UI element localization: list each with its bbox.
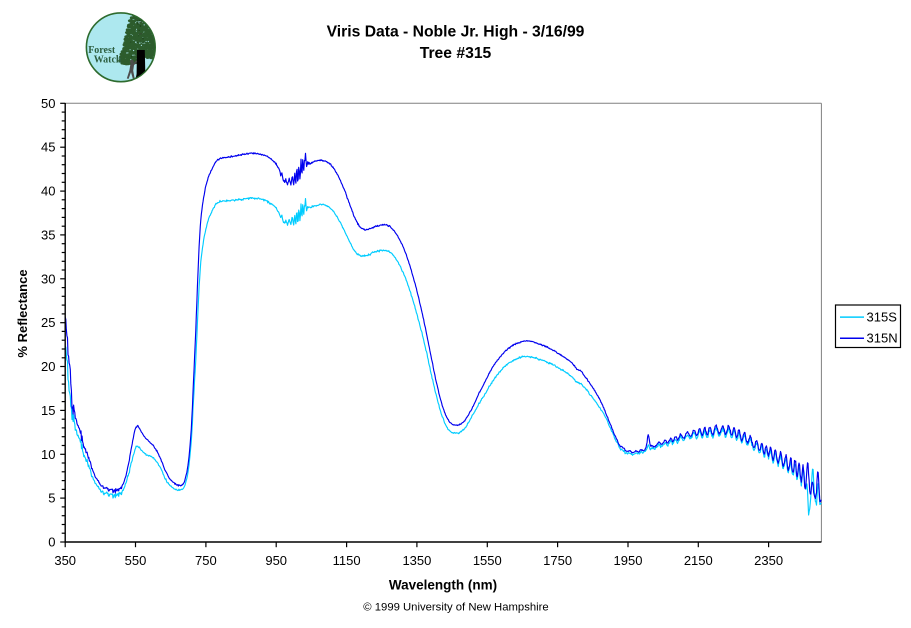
svg-text:1750: 1750	[543, 553, 572, 568]
svg-text:315S: 315S	[867, 310, 898, 325]
svg-text:Tree #315: Tree #315	[420, 45, 492, 62]
svg-text:15: 15	[41, 403, 55, 418]
svg-text:Watch: Watch	[94, 55, 122, 66]
svg-text:% Reflectance: % Reflectance	[15, 269, 30, 357]
svg-text:750: 750	[195, 553, 217, 568]
svg-text:1150: 1150	[333, 553, 361, 568]
svg-text:10: 10	[41, 447, 55, 462]
svg-text:© 1999 University of New Hamps: © 1999 University of New Hampshire	[363, 602, 548, 614]
svg-text:2350: 2350	[754, 553, 783, 568]
svg-text:1950: 1950	[614, 553, 643, 568]
svg-text:20: 20	[41, 359, 55, 374]
svg-text:550: 550	[125, 553, 147, 568]
svg-text:Wavelength (nm): Wavelength (nm)	[389, 578, 497, 593]
svg-text:2150: 2150	[684, 553, 713, 568]
svg-text:1350: 1350	[402, 553, 431, 568]
svg-text:0: 0	[48, 535, 55, 550]
svg-text:1550: 1550	[473, 553, 502, 568]
svg-text:30: 30	[41, 271, 55, 286]
svg-text:25: 25	[41, 315, 55, 330]
svg-text:950: 950	[265, 553, 287, 568]
svg-text:315N: 315N	[867, 331, 898, 346]
svg-text:5: 5	[48, 491, 55, 506]
svg-text:45: 45	[41, 140, 55, 155]
svg-text:35: 35	[41, 227, 55, 242]
svg-text:Forest: Forest	[88, 45, 116, 56]
svg-text:350: 350	[54, 553, 76, 568]
svg-text:50: 50	[41, 96, 55, 111]
svg-text:Viris Data - Noble Jr. High -: Viris Data - Noble Jr. High - 3/16/99	[327, 24, 585, 41]
svg-text:40: 40	[41, 184, 55, 199]
